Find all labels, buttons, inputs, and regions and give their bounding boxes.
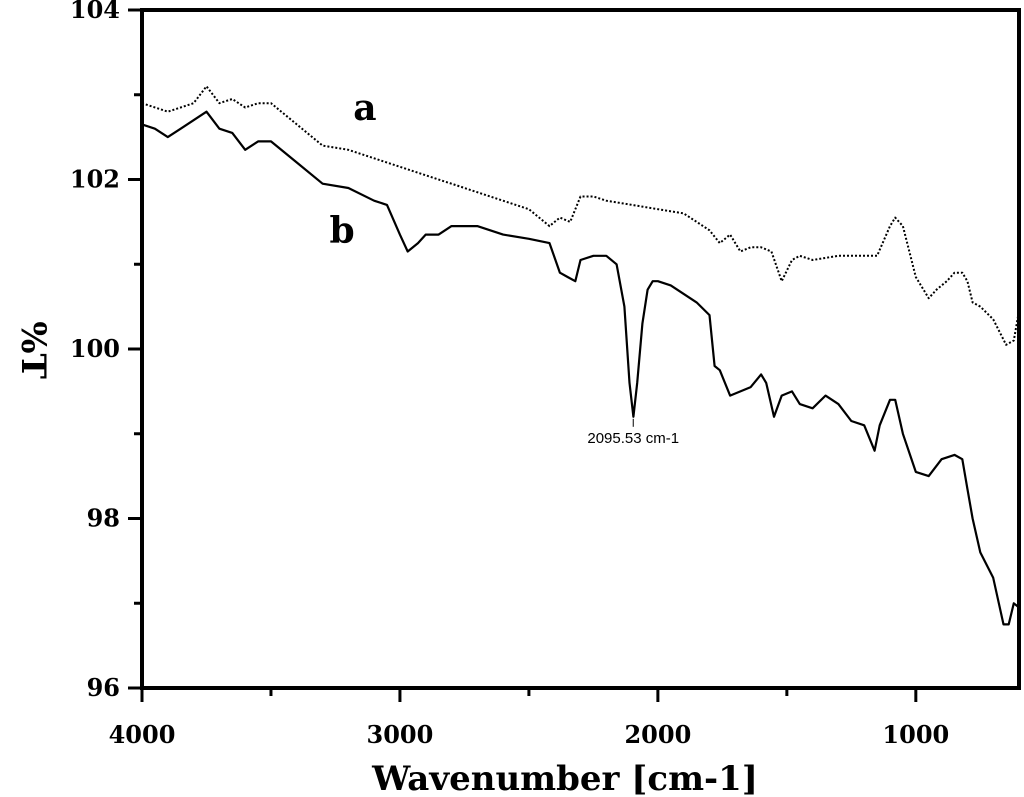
series-label-a: a bbox=[353, 87, 376, 129]
x-tick-label: 3000 bbox=[367, 720, 434, 749]
y-tick-label: 102 bbox=[70, 165, 120, 194]
y-tick-label: 104 bbox=[70, 0, 120, 24]
series-b-line bbox=[141, 110, 1020, 626]
peak-annotation: 2095.53 cm-1 bbox=[587, 430, 679, 447]
y-axis: 96 98 100 102 104 bbox=[70, 0, 142, 702]
x-axis-title: Wavenumber [cm-1] bbox=[371, 759, 758, 797]
series-layer bbox=[141, 85, 1020, 626]
plot-border bbox=[140, 8, 1021, 690]
y-axis-title: %T bbox=[13, 321, 53, 379]
x-tick-label: 1000 bbox=[882, 720, 949, 749]
y-tick-label: 96 bbox=[87, 673, 120, 702]
x-tick-label: 4000 bbox=[109, 720, 176, 749]
plot-frame bbox=[140, 8, 1021, 690]
series-a-line bbox=[141, 85, 1020, 346]
y-tick-label: 100 bbox=[70, 334, 120, 363]
series-label-b: b bbox=[329, 210, 354, 252]
label-layer: a b 2095.53 cm-1 bbox=[329, 87, 679, 447]
x-tick-label: 2000 bbox=[624, 720, 691, 749]
x-axis: 4000 3000 2000 1000 bbox=[109, 688, 949, 749]
y-tick-label: 98 bbox=[87, 504, 120, 533]
